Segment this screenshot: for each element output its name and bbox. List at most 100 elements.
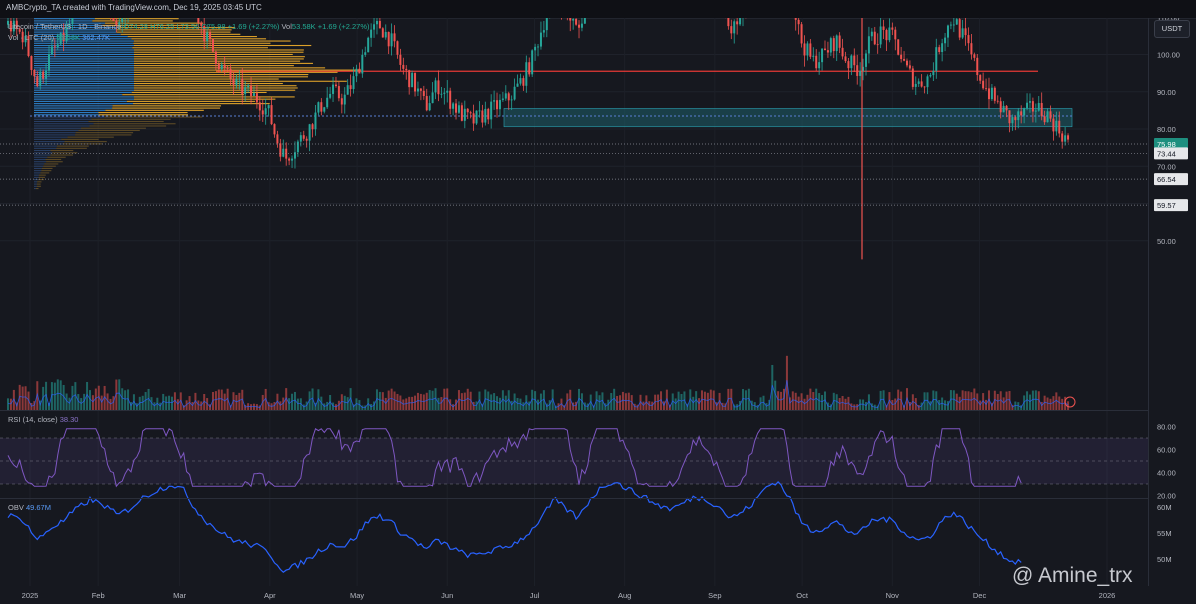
volume-bar bbox=[33, 401, 36, 410]
volume-bar bbox=[976, 393, 979, 410]
volume-bar bbox=[276, 393, 279, 410]
candle-body bbox=[847, 61, 850, 69]
volume-bar bbox=[1046, 397, 1049, 410]
candle-body bbox=[217, 64, 220, 70]
volume-profile-bar-down bbox=[134, 85, 297, 87]
candle-body bbox=[431, 92, 434, 104]
volume-bar bbox=[118, 379, 121, 410]
candle-body bbox=[569, 18, 572, 21]
candle-body bbox=[481, 110, 484, 123]
volume-profile-bar-up bbox=[34, 103, 133, 105]
volume-profile-bar-down bbox=[131, 91, 267, 93]
pane-divider-rsi[interactable] bbox=[0, 410, 1148, 411]
volume-bar bbox=[437, 397, 440, 410]
ohlc-change: +1.69 (+2.27%) bbox=[227, 22, 280, 31]
volume-profile-bar-down bbox=[134, 56, 305, 58]
volume-profile-bar-down bbox=[134, 71, 338, 73]
candle-body bbox=[279, 143, 282, 157]
time-axis-tick-label: 2026 bbox=[1099, 591, 1116, 600]
candle-body bbox=[484, 108, 487, 123]
volume-bar bbox=[610, 393, 613, 410]
volume-bar bbox=[106, 393, 109, 410]
currency-button[interactable]: USDT bbox=[1154, 20, 1190, 38]
volume-bar bbox=[282, 397, 285, 410]
volume-bar bbox=[1067, 401, 1070, 410]
candle-body bbox=[373, 24, 376, 30]
volume-bar bbox=[911, 394, 914, 410]
volume-bar bbox=[414, 395, 417, 410]
candle-body bbox=[818, 62, 821, 69]
candle-body bbox=[296, 141, 299, 153]
candle-body bbox=[53, 46, 56, 48]
candle-body bbox=[396, 41, 399, 55]
candle-body bbox=[1028, 101, 1031, 103]
time-axis-tick-label: Sep bbox=[708, 591, 721, 600]
volume-profile-bar-up bbox=[34, 158, 46, 161]
candle-body bbox=[352, 76, 355, 90]
candle-body bbox=[437, 80, 440, 95]
candle-body bbox=[826, 50, 829, 53]
candle-body bbox=[815, 55, 818, 69]
volume-profile-bar-up bbox=[34, 53, 134, 55]
candle-body bbox=[235, 78, 238, 85]
candle-body bbox=[578, 24, 581, 28]
volume-bar bbox=[238, 392, 241, 410]
volume-profile-bar-down bbox=[74, 134, 132, 136]
candle-body bbox=[949, 24, 952, 26]
candle-body bbox=[229, 68, 232, 79]
rsi-value: 38.30 bbox=[59, 415, 79, 424]
volume-bar bbox=[496, 396, 499, 410]
volume-bar bbox=[144, 392, 147, 410]
volume-profile-bar-up bbox=[34, 62, 134, 64]
vol-value: 53.58K bbox=[291, 22, 316, 31]
candle-body bbox=[900, 54, 903, 60]
volume-profile-bar-up bbox=[34, 116, 105, 118]
volume-bar bbox=[147, 388, 150, 410]
candle-body bbox=[501, 98, 504, 100]
volume-profile-bar-up bbox=[34, 150, 51, 152]
candle-body bbox=[803, 43, 806, 56]
symbol-legend: Litecoin / TetherUS · 1D · Binance O74.2… bbox=[8, 22, 369, 31]
volume-bar bbox=[498, 397, 501, 410]
volume-study-value1: 53.58K bbox=[56, 33, 80, 42]
candle-body bbox=[457, 105, 460, 113]
volume-profile-bar-up bbox=[34, 136, 68, 138]
candle-body bbox=[364, 52, 367, 55]
volume-bar bbox=[24, 386, 27, 410]
volume-bar bbox=[493, 393, 496, 410]
candle-body bbox=[405, 68, 408, 71]
volume-bar bbox=[1031, 390, 1034, 410]
ohlc-low: L73.56 bbox=[176, 22, 200, 31]
volume-bar bbox=[803, 398, 806, 410]
price-label-box bbox=[1154, 147, 1188, 160]
candle-body bbox=[408, 70, 411, 88]
volume-bar bbox=[744, 390, 747, 410]
candle-body bbox=[733, 21, 736, 34]
volume-bar bbox=[214, 391, 217, 410]
volume-bar bbox=[1034, 390, 1037, 410]
candle-body bbox=[739, 18, 742, 25]
time-axis-tick-label: Feb bbox=[92, 591, 105, 600]
candle-body bbox=[203, 25, 206, 42]
volume-bar bbox=[709, 389, 712, 410]
candle-body bbox=[308, 124, 311, 141]
volume-profile-bar-down bbox=[64, 141, 107, 143]
volume-bar bbox=[519, 398, 522, 410]
volume-bar bbox=[1037, 391, 1040, 410]
candle-body bbox=[1046, 111, 1049, 123]
price-chart[interactable]: 50.0060.0070.0080.0090.00100.00110.00120… bbox=[0, 18, 1196, 604]
volume-profile-bar-up bbox=[34, 38, 132, 40]
volume-profile-bar-up bbox=[34, 170, 42, 172]
volume-bar bbox=[835, 394, 838, 410]
volume-bar bbox=[42, 386, 45, 410]
candle-body bbox=[211, 38, 214, 52]
candle-body bbox=[390, 33, 393, 47]
volume-bar bbox=[329, 394, 332, 410]
volume-bar bbox=[973, 388, 976, 410]
volume-profile-bar-up bbox=[34, 80, 134, 82]
volume-profile-bar-down bbox=[116, 29, 232, 31]
candle-body bbox=[463, 108, 466, 121]
candle-body bbox=[952, 24, 955, 26]
pane-divider-obv[interactable] bbox=[0, 498, 1148, 499]
candle-body bbox=[244, 87, 247, 95]
